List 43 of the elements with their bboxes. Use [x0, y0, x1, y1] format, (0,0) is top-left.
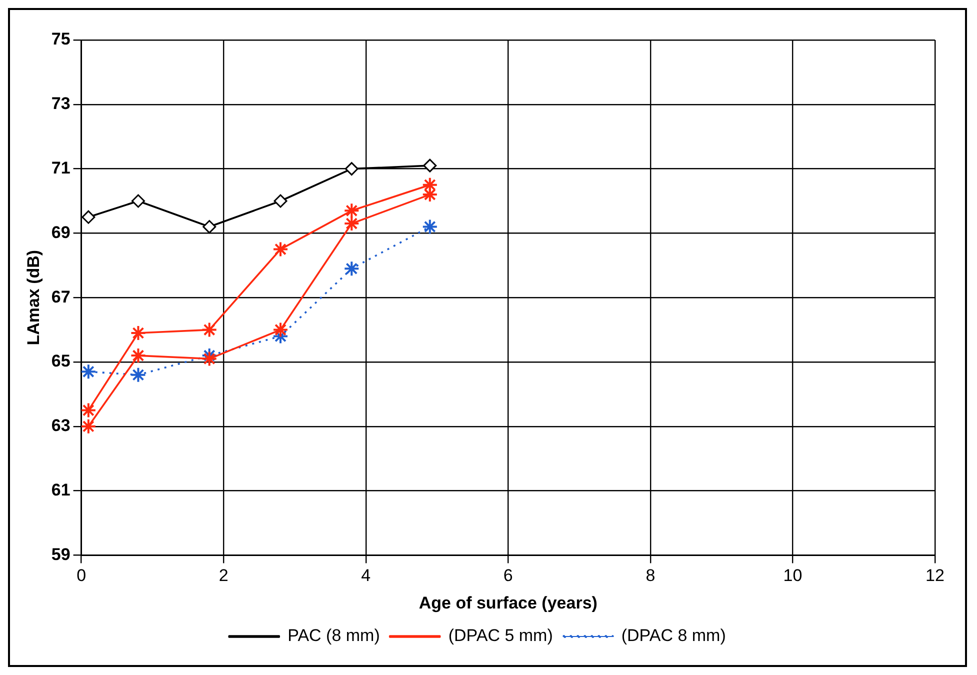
point — [422, 176, 438, 193]
point — [202, 220, 216, 234]
point — [274, 194, 288, 208]
point — [130, 366, 146, 383]
point — [344, 162, 358, 176]
point — [344, 260, 360, 277]
y-tick-label: 75 — [51, 30, 70, 49]
point — [423, 158, 437, 172]
x-tick-label: 2 — [218, 566, 228, 586]
point — [81, 364, 96, 380]
y-tick-label: 63 — [51, 416, 70, 436]
point — [81, 402, 96, 418]
y-tick-label: 69 — [51, 222, 70, 242]
y-tick-label: 71 — [51, 158, 70, 178]
x-tick-label: 12 — [926, 566, 944, 586]
point — [201, 348, 218, 364]
legend-label: (DPAC 8 mm) — [621, 626, 726, 646]
y-tick-label: 61 — [51, 480, 70, 500]
y-tick-label: 73 — [51, 94, 70, 114]
point — [344, 216, 360, 232]
x-tick-label: 10 — [783, 566, 802, 586]
y-axis-title: LAmax (dB) — [24, 250, 43, 346]
x-tick-label: 4 — [361, 566, 371, 586]
point — [81, 418, 96, 434]
point — [201, 322, 218, 338]
x-tick-label: 8 — [646, 566, 656, 586]
point — [201, 350, 218, 367]
point — [130, 325, 146, 342]
y-tick-label: 59 — [51, 544, 70, 564]
point — [272, 322, 289, 338]
point — [131, 194, 145, 208]
y-tick-label: 65 — [51, 352, 70, 371]
x-tick-label: 0 — [76, 566, 86, 586]
legend-label: PAC (8 mm) — [288, 626, 380, 646]
legend-label: (DPAC 5 mm) — [448, 626, 553, 646]
point — [422, 218, 438, 235]
x-tick-label: 6 — [503, 566, 513, 586]
point — [272, 241, 289, 258]
point — [344, 202, 360, 219]
point — [130, 348, 146, 364]
y-tick-label: 67 — [51, 287, 70, 306]
point — [82, 210, 96, 224]
x-axis-title: Age of surface (years) — [418, 593, 598, 612]
